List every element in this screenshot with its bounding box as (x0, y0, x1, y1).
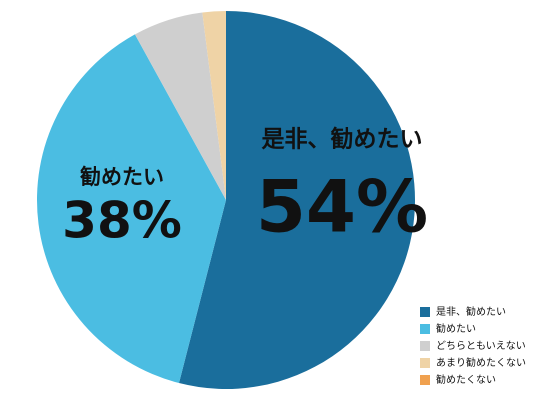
legend-swatch (420, 375, 430, 385)
slice-value-label: 54% (256, 165, 428, 249)
legend-swatch (420, 324, 430, 334)
legend-label: あまり勧めたくない (436, 356, 526, 369)
legend-label: 是非、勧めたい (436, 305, 506, 318)
slice-category-label: 勧めたい (79, 165, 164, 189)
pie-slice (134, 12, 226, 200)
slice-category-label: 是非、勧めたい (262, 126, 423, 153)
legend-swatch (420, 341, 430, 351)
legend-label: どちらともいえない (436, 340, 526, 352)
pie-slice (178, 11, 416, 390)
legend-label: 勧めたい (436, 322, 476, 335)
legend-label: 勧めたくない (436, 373, 496, 386)
pie-slice (36, 34, 226, 384)
pie-slice (202, 11, 226, 200)
slice-value-label: 38% (62, 192, 182, 250)
legend-swatch (420, 307, 430, 317)
legend-swatch (420, 358, 430, 368)
